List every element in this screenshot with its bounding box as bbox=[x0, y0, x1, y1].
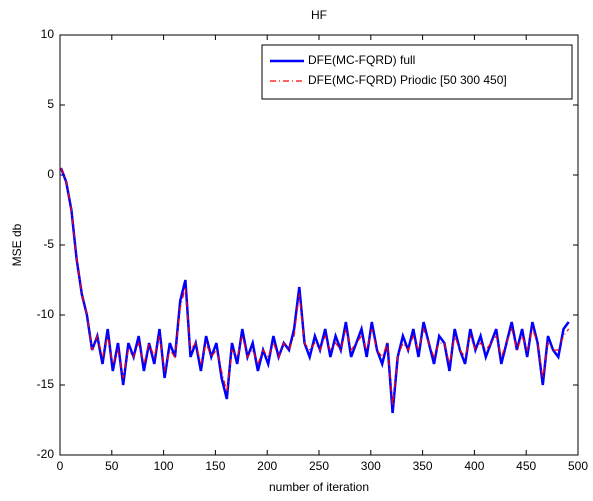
plot-area bbox=[59, 34, 579, 456]
y-tick-label: 0 bbox=[47, 167, 54, 181]
y-tick-label: 10 bbox=[41, 27, 55, 41]
y-tick-label: 5 bbox=[47, 97, 54, 111]
x-tick-label: 0 bbox=[57, 459, 64, 473]
y-tick-label: -5 bbox=[43, 237, 54, 251]
x-tick-label: 300 bbox=[361, 459, 381, 473]
x-tick-label: 400 bbox=[464, 459, 484, 473]
x-tick-label: 450 bbox=[516, 459, 536, 473]
x-tick-label: 350 bbox=[413, 459, 433, 473]
series-line bbox=[60, 167, 570, 407]
y-tick-label: -15 bbox=[37, 377, 55, 391]
x-tick-label: 100 bbox=[154, 459, 174, 473]
y-tick-label: -20 bbox=[37, 447, 55, 461]
x-tick-label: 250 bbox=[309, 459, 329, 473]
y-tick-label: -10 bbox=[37, 307, 55, 321]
x-axis-label: number of iteration bbox=[269, 480, 369, 494]
y-axis-label: MSE db bbox=[10, 223, 24, 266]
x-tick-label: 150 bbox=[205, 459, 225, 473]
chart-title: HF bbox=[311, 8, 327, 22]
legend-label: DFE(MC-FQRD) full bbox=[308, 53, 415, 67]
x-tick-label: 500 bbox=[568, 459, 588, 473]
x-tick-label: 200 bbox=[257, 459, 277, 473]
x-tick-label: 50 bbox=[105, 459, 119, 473]
series-line bbox=[59, 167, 570, 414]
legend-box bbox=[261, 44, 573, 100]
legend-label: DFE(MC-FQRD) Priodic [50 300 450] bbox=[308, 73, 507, 87]
